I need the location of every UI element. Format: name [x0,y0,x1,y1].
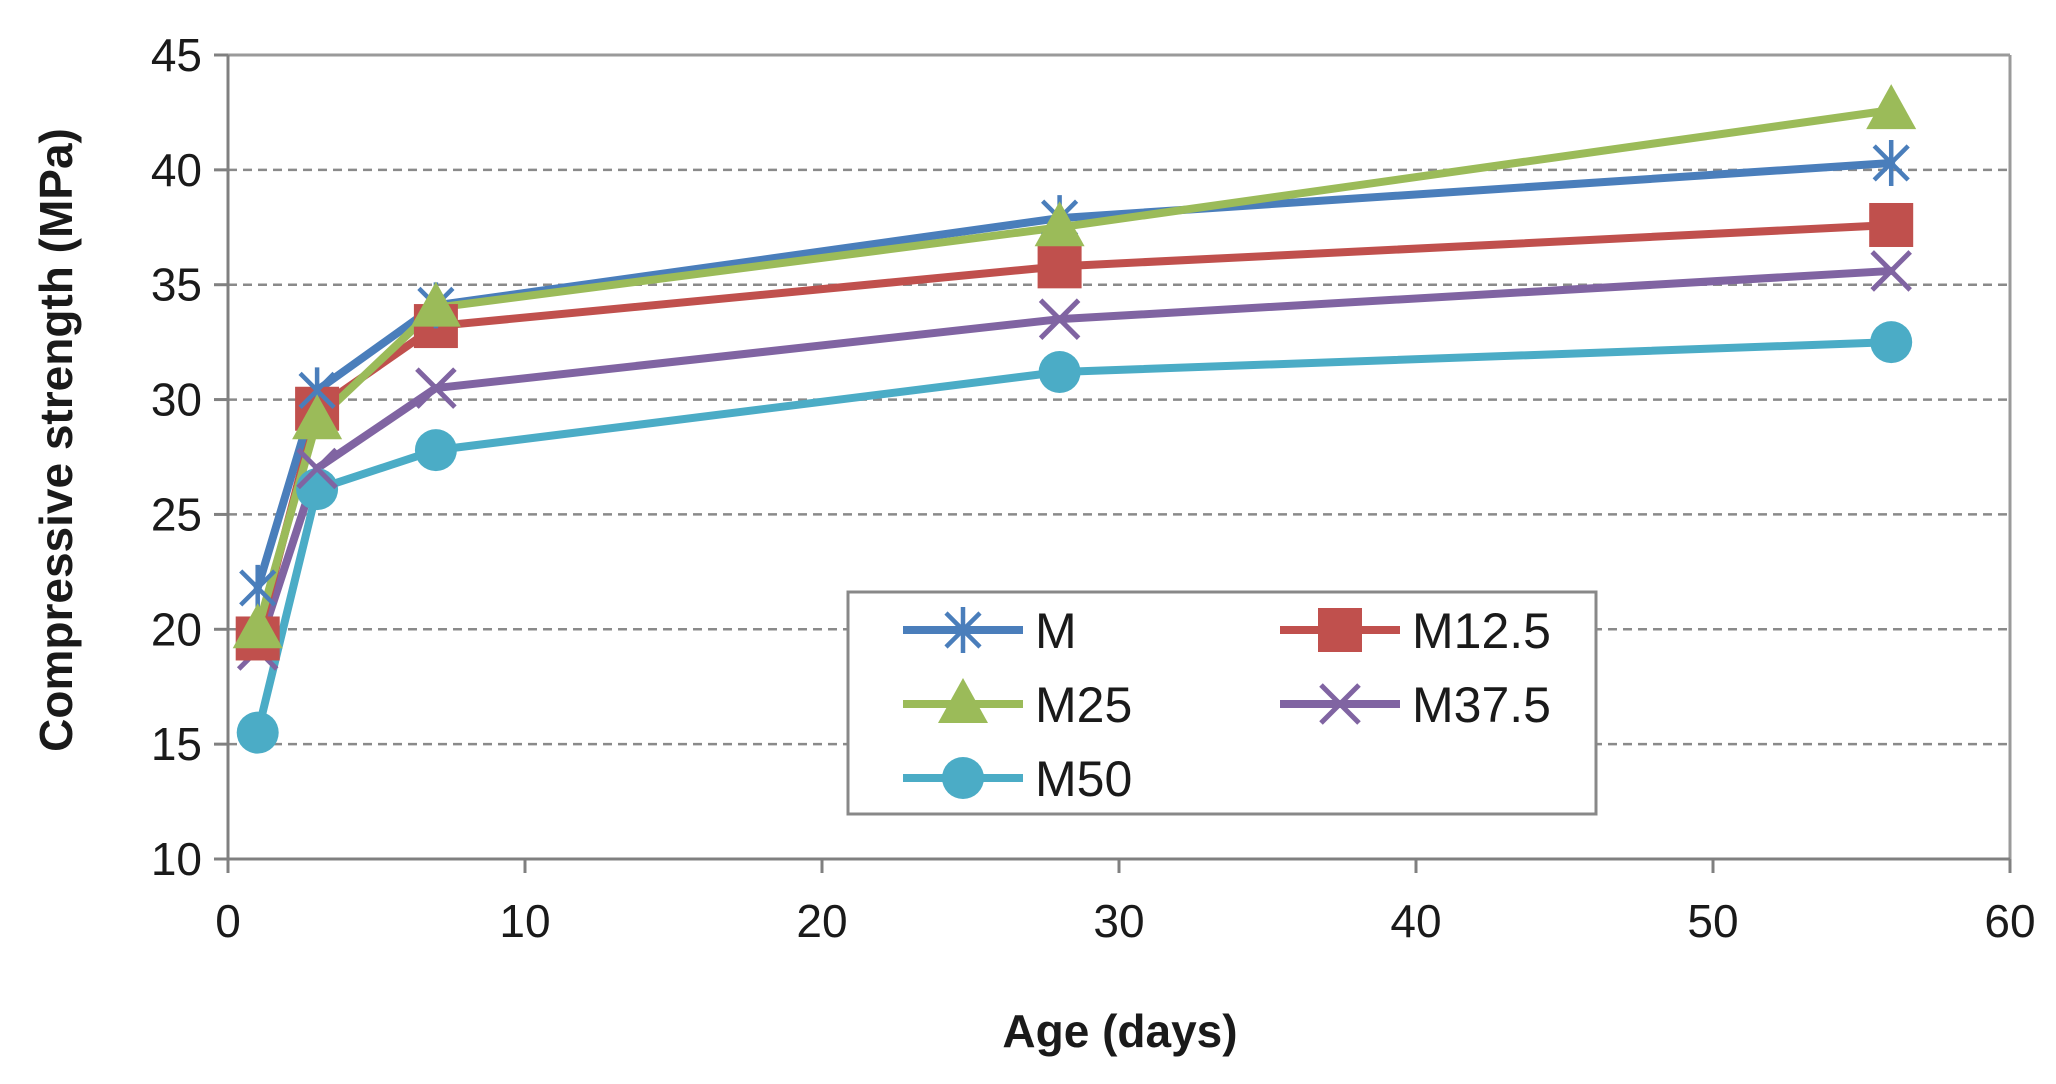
marker-circle [236,711,279,754]
data-point-m37-5 [1038,298,1081,340]
legend-swatch-marker [944,607,982,653]
marker-square [1869,202,1914,247]
data-point-m25 [1034,201,1085,247]
marker-triangle [232,603,283,649]
y-tick-label: 35 [151,259,202,311]
y-tick-label: 40 [151,144,202,196]
y-tick-label: 25 [151,488,202,540]
marker-square [1318,608,1362,652]
marker-triangle [938,678,988,723]
legend-swatch-marker [942,757,984,799]
data-point-m37-5 [1870,250,1912,292]
axes [214,53,2012,873]
marker-x [1319,683,1361,725]
data-point-m12-5 [1037,244,1082,289]
data-point-m [239,564,277,611]
data-point-m50 [414,429,457,472]
marker-x [296,447,338,490]
data-point-m37-5 [415,367,457,409]
y-tick-label: 10 [151,833,202,885]
legend: M M12.5 M25 M37.5 M50 [846,590,1598,816]
legend-item-m12-5: M12.5 [1280,603,1551,659]
y-tick-label: 15 [151,718,202,770]
legend-item-m25: M25 [903,677,1132,733]
legend-swatch-marker [938,678,988,723]
marker-x [1038,298,1081,340]
marker-triangle [1034,201,1085,247]
legend-label: M12.5 [1412,603,1551,659]
x-tick-label: 60 [1984,895,2035,947]
marker-x [1870,250,1912,292]
marker-circle [942,757,984,799]
marker-triangle [292,394,343,440]
x-tick-label: 50 [1687,895,1738,947]
legend-items: M M12.5 M25 M37.5 M50 [903,603,1551,807]
legend-label: M37.5 [1412,677,1551,733]
legend-label: M25 [1035,677,1132,733]
marker-asterisk [1872,139,1910,186]
legend-item-m50: M50 [903,751,1132,807]
marker-square [1037,244,1082,289]
marker-circle [1038,351,1081,394]
marker-asterisk [944,607,982,653]
marker-asterisk [239,564,277,611]
legend-label: M [1035,603,1077,659]
x-tick-label: 20 [796,895,847,947]
marker-triangle [410,281,461,327]
x-tick-label: 30 [1093,895,1144,947]
data-point-m25 [1866,84,1917,130]
legend-item-m: M [903,603,1077,659]
data-point-m25 [232,603,283,649]
y-tick-label: 45 [151,29,202,81]
y-tick-label: 20 [151,603,202,655]
y-axis-title: Compressive strength (MPa) [30,128,82,752]
data-point-m50 [1038,351,1081,394]
series-markers [232,84,1917,754]
legend-item-m37-5: M37.5 [1280,677,1551,733]
data-point-m25 [292,394,343,440]
data-point-m12-5 [1869,202,1914,247]
x-axis-title: Age (days) [1002,1005,1237,1057]
marker-triangle [1866,84,1917,130]
x-tick-label: 0 [215,895,241,947]
x-tick-label: 10 [499,895,550,947]
marker-circle [1870,321,1913,364]
data-point-m50 [1870,321,1913,364]
y-tick-label: 30 [151,374,202,426]
legend-swatch-marker [1318,608,1362,652]
legend-swatch-marker [1319,683,1361,725]
legend-label: M50 [1035,751,1132,807]
data-point-m50 [296,468,339,511]
data-point-m37-5 [296,447,338,490]
marker-circle [296,468,339,511]
marker-x [415,367,457,409]
x-tick-label: 40 [1390,895,1441,947]
data-point-m25 [410,281,461,327]
data-point-m50 [236,711,279,754]
marker-circle [414,429,457,472]
data-point-m [1872,139,1910,186]
